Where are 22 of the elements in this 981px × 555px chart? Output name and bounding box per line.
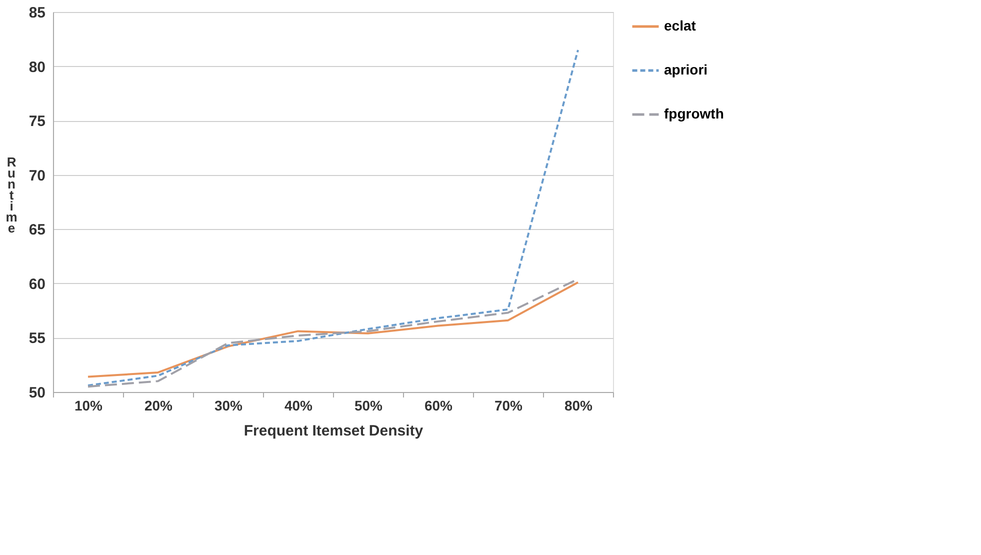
- x-tick-label: 40%: [284, 398, 314, 414]
- legend-label: fpgrowth: [664, 106, 724, 122]
- y-tick-label: 80: [28, 58, 46, 76]
- y-tick-label: 70: [28, 167, 46, 184]
- y-tick-label: 55: [28, 330, 46, 348]
- x-tick-label: 50%: [354, 398, 384, 414]
- x-tick-label: 70%: [494, 398, 524, 414]
- y-tick-label: 50: [28, 384, 46, 402]
- legend-label: apriori: [664, 62, 708, 78]
- line-series: [87, 49, 579, 386]
- y-axis-title: Runtime: [6, 154, 18, 236]
- legend-label: eclat: [664, 18, 696, 34]
- y-tick-label: 60: [28, 276, 46, 293]
- x-tick-label: 60%: [424, 398, 454, 414]
- x-axis-title: Frequent Itemset Density: [244, 422, 424, 440]
- x-tick-label: 30%: [214, 398, 244, 414]
- y-tick-label: 75: [28, 113, 46, 130]
- x-tick-label: 20%: [144, 398, 174, 414]
- y-tick-label: 65: [28, 222, 46, 239]
- y-tick-label: 85: [28, 4, 46, 22]
- x-tick-label: 80%: [564, 398, 594, 414]
- x-tick-label: 10%: [74, 398, 104, 414]
